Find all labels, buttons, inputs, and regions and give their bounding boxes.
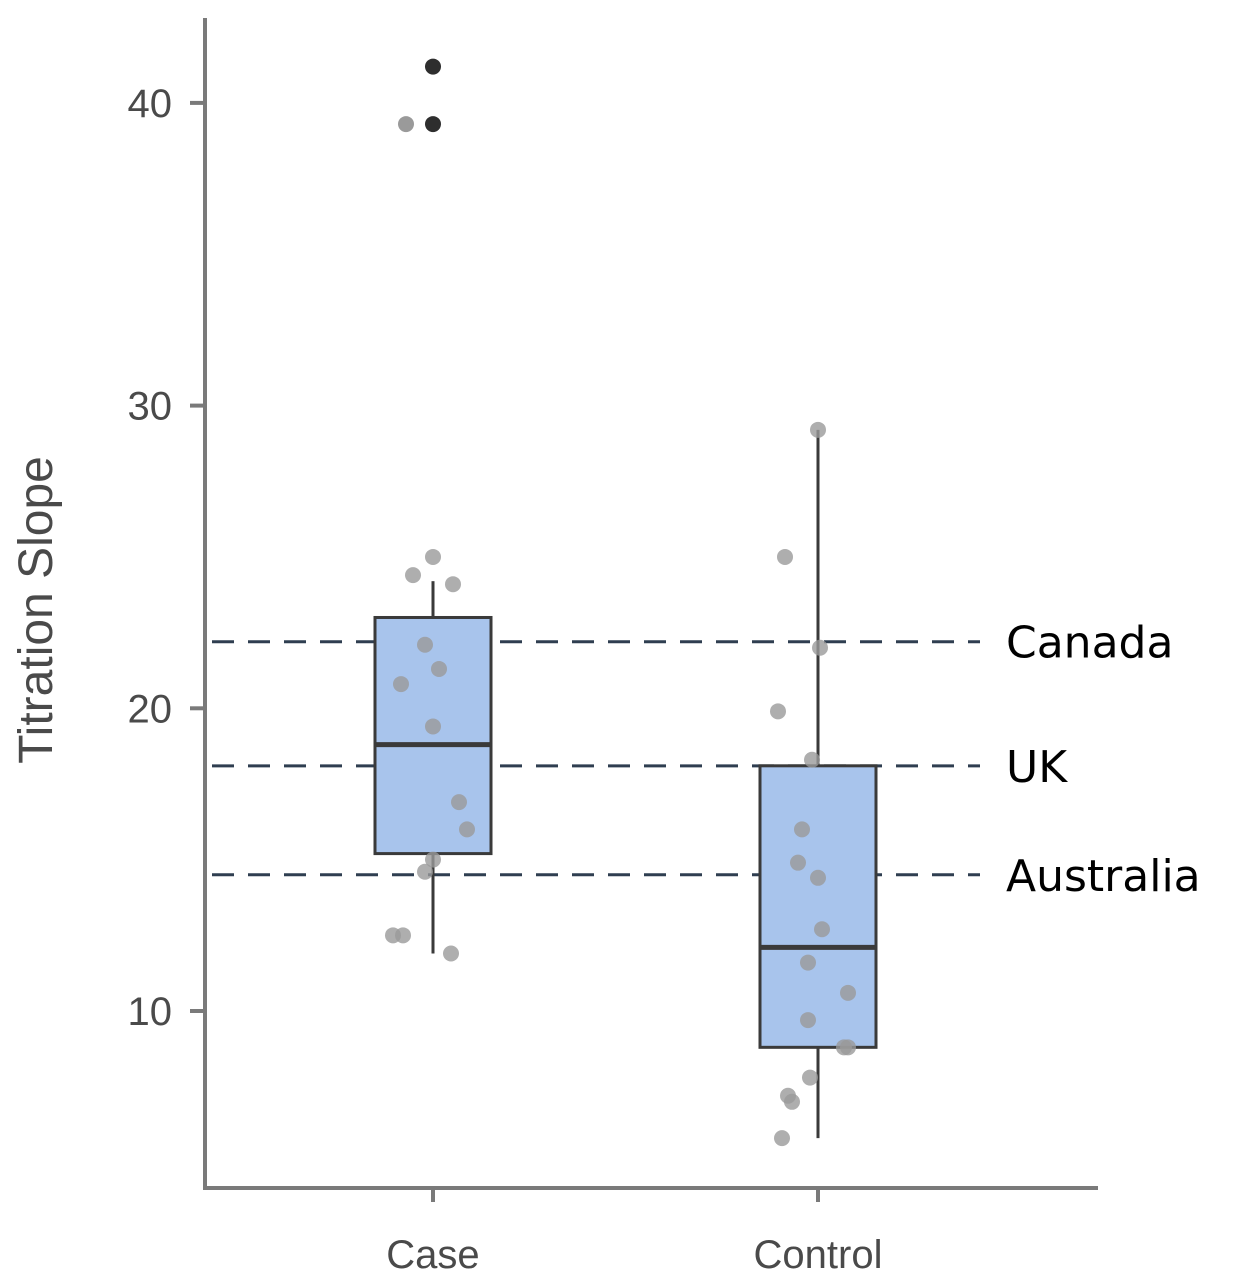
case-data-point: [443, 945, 459, 962]
y-axis-title: Titration Slope: [10, 456, 63, 764]
control-data-point: [810, 869, 826, 886]
jitter-points: [385, 58, 856, 1147]
reference-lines: [212, 640, 980, 877]
x-ticks: Case Control: [386, 1188, 882, 1277]
case-data-point: [405, 567, 421, 584]
reference-label-canada: Canada: [1006, 618, 1173, 669]
case-outlier-point: [425, 116, 441, 133]
control-data-point: [777, 548, 793, 565]
case-data-point: [459, 821, 475, 838]
case-data-point: [451, 794, 467, 811]
control-data-point: [812, 639, 828, 656]
case-outlier-point: [425, 58, 441, 75]
control-data-point: [774, 1130, 790, 1147]
y-tick-label: 10: [128, 990, 173, 1034]
control-data-point: [800, 954, 816, 971]
reference-label-australia: Australia: [1006, 851, 1201, 902]
case-data-point: [417, 636, 433, 653]
case-data-point: [425, 851, 441, 868]
control-data-point: [814, 921, 830, 938]
y-tick-label: 20: [128, 687, 173, 731]
y-ticks: 10 20 30 40: [128, 82, 205, 1034]
case-data-point: [431, 660, 447, 677]
case-box: [373, 615, 493, 856]
x-tick-label-case: Case: [386, 1233, 479, 1277]
case-data-point: [445, 576, 461, 593]
x-tick-label-control: Control: [754, 1233, 883, 1277]
y-tick-label: 30: [128, 385, 173, 429]
control-data-point: [810, 421, 826, 438]
y-tick-label: 40: [128, 82, 173, 126]
control-data-point: [840, 984, 856, 1001]
case-data-point: [393, 676, 409, 693]
reference-line-labels: Canada UK Australia: [1006, 618, 1201, 902]
control-box: [758, 764, 878, 1049]
case-data-point: [425, 718, 441, 735]
control-data-point: [770, 703, 786, 720]
control-data-point: [794, 821, 810, 838]
control-data-point: [802, 1069, 818, 1086]
control-data-point: [836, 1039, 852, 1056]
box-plots: [373, 429, 878, 1139]
control-data-point: [790, 854, 806, 871]
case-data-point: [425, 548, 441, 565]
case-outlier-point: [398, 116, 414, 133]
axes: [203, 18, 1098, 1190]
control-data-point: [804, 751, 820, 768]
control-data-point: [800, 1012, 816, 1029]
case-data-point: [417, 863, 433, 880]
reference-label-uk: UK: [1006, 742, 1068, 793]
case-data-point: [385, 927, 401, 944]
control-data-point: [784, 1093, 800, 1110]
